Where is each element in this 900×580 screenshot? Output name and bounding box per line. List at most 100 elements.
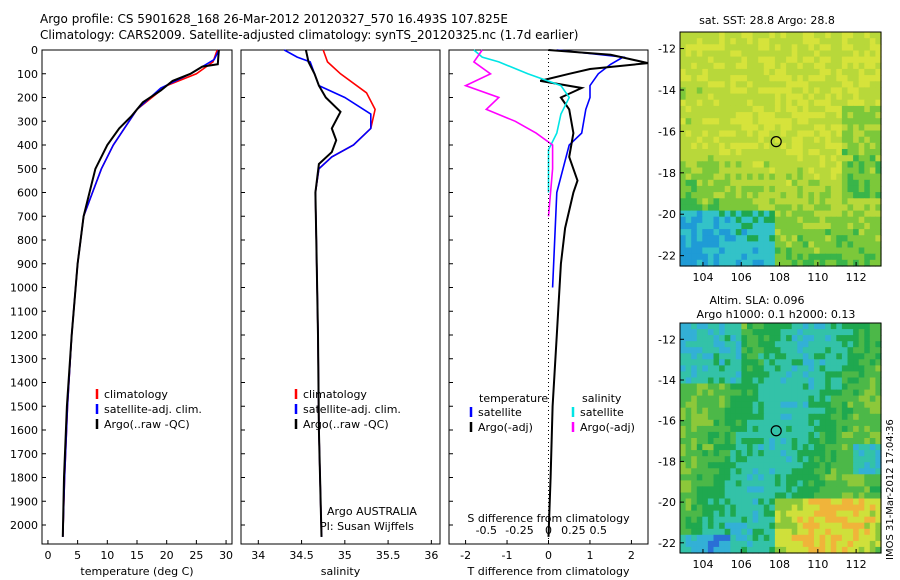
- legend-title-salinity: salinity: [582, 392, 622, 405]
- sst-map-cell: [853, 229, 860, 236]
- sla-map-cell: [864, 486, 871, 494]
- sst-map-cell: [830, 99, 837, 107]
- sla-map-cell: [808, 383, 815, 391]
- sla-map-cell: [847, 456, 854, 463]
- sst-map-cell: [791, 149, 798, 156]
- sst-map-cell: [869, 105, 876, 113]
- sst-map-cell: [735, 44, 742, 52]
- sla-map-cell: [769, 546, 776, 554]
- sla-map-cell: [713, 377, 720, 385]
- sst-map-cell: [780, 259, 787, 267]
- sla-map-cell: [735, 522, 742, 530]
- sla-map-cell: [791, 407, 798, 415]
- sst-map-cell: [819, 105, 826, 113]
- sst-map-cell: [869, 75, 876, 82]
- sla-map-cell: [719, 395, 726, 403]
- sst-map-cell: [830, 75, 837, 82]
- sla-map-cell: [802, 401, 809, 409]
- sla-map-cell: [858, 323, 865, 330]
- sla-map-cell: [836, 546, 843, 554]
- sst-map-cell: [808, 105, 815, 113]
- sst-map-cell: [696, 167, 703, 175]
- sst-map-cell: [847, 62, 854, 70]
- sst-map-cell: [875, 241, 882, 249]
- sst-map-cell: [763, 38, 770, 45]
- sla-map-cell: [758, 365, 765, 373]
- sla-map-cell: [836, 407, 843, 415]
- sst-map-cell: [780, 32, 787, 39]
- sla-map-cell: [724, 431, 731, 439]
- sst-map-cell: [735, 185, 742, 193]
- sst-map-cell: [752, 50, 759, 58]
- sla-map-cell: [830, 480, 837, 488]
- sla-map-cell: [819, 407, 826, 415]
- sst-map-cell: [841, 62, 849, 70]
- sla-map-cell: [858, 431, 865, 439]
- sla-map-cell: [696, 419, 703, 427]
- sla-map-cell: [808, 335, 815, 342]
- sla-map-cell: [719, 498, 726, 506]
- sla-map-cell: [680, 486, 687, 494]
- sla-map-cell: [763, 383, 770, 391]
- sst-map-cell: [830, 185, 837, 193]
- sla-map-cell: [696, 431, 703, 439]
- sst-map-cell: [724, 68, 731, 76]
- sla-map-cell: [774, 540, 782, 548]
- sla-map-cell: [847, 504, 854, 512]
- sla-map-cell: [841, 401, 849, 409]
- sla-map-cell: [786, 462, 793, 469]
- sst-map-cell: [825, 62, 832, 70]
- sst-map-cell: [769, 142, 776, 150]
- sst-map-cell: [696, 253, 703, 261]
- sst-map-cell: [786, 149, 793, 156]
- sst-map-cell: [786, 259, 793, 267]
- sst-map-cell: [825, 259, 832, 267]
- sst-map-cell: [869, 56, 876, 64]
- sla-map-cell: [780, 438, 787, 445]
- legend-label: Argo(..raw -QC): [104, 418, 190, 431]
- sst-map-cell: [741, 68, 748, 76]
- sst-map-cell: [680, 161, 687, 169]
- sst-map-cell: [791, 222, 798, 230]
- sla-map-cell: [758, 546, 765, 554]
- sla-map-cell: [808, 450, 815, 457]
- sla-map-cell: [802, 516, 809, 524]
- sst-map-cell: [774, 87, 782, 95]
- sst-map-cell: [724, 229, 731, 236]
- sst-map-title: sat. SST: 28.8 Argo: 28.8: [699, 14, 835, 27]
- sst-map-cell: [774, 38, 782, 45]
- sst-map-cell: [780, 75, 787, 82]
- ytick-label: 300: [17, 115, 38, 128]
- sst-map-cell: [680, 259, 687, 267]
- sla-map-cell: [763, 462, 770, 469]
- sst-map-cell: [774, 198, 782, 206]
- sst-map-cell: [869, 62, 876, 70]
- sst-map-cell: [769, 124, 776, 132]
- sla-map-cell: [702, 540, 709, 548]
- sla-map-cell: [819, 323, 826, 330]
- sst-map-cell: [797, 185, 804, 193]
- sst-map-cell: [680, 112, 687, 119]
- sst-map-cell: [696, 161, 703, 169]
- sst-map-cell: [752, 68, 759, 76]
- sla-map-cell: [707, 528, 715, 536]
- sla-map-cell: [741, 468, 748, 475]
- sla-map-cell: [836, 450, 843, 457]
- sst-map-cell: [853, 149, 860, 156]
- sst-map-cell: [797, 259, 804, 267]
- sla-map-cell: [741, 401, 748, 409]
- sst-map-cell: [875, 259, 882, 267]
- sla-map-cell: [791, 528, 798, 536]
- sla-map-cell: [724, 456, 731, 463]
- sst-map-cell: [724, 81, 731, 89]
- sst-map-cell: [735, 222, 742, 230]
- sla-map-cell: [747, 395, 754, 403]
- sst-map-cell: [847, 204, 854, 212]
- sla-map-cell: [841, 329, 849, 336]
- sst-map-cell: [841, 161, 849, 169]
- sla-map-cell: [719, 365, 726, 373]
- sla-map-cell: [707, 335, 715, 342]
- sla-map-cell: [797, 353, 804, 360]
- sst-map-cell: [730, 112, 737, 119]
- sst-map-cell: [836, 81, 843, 89]
